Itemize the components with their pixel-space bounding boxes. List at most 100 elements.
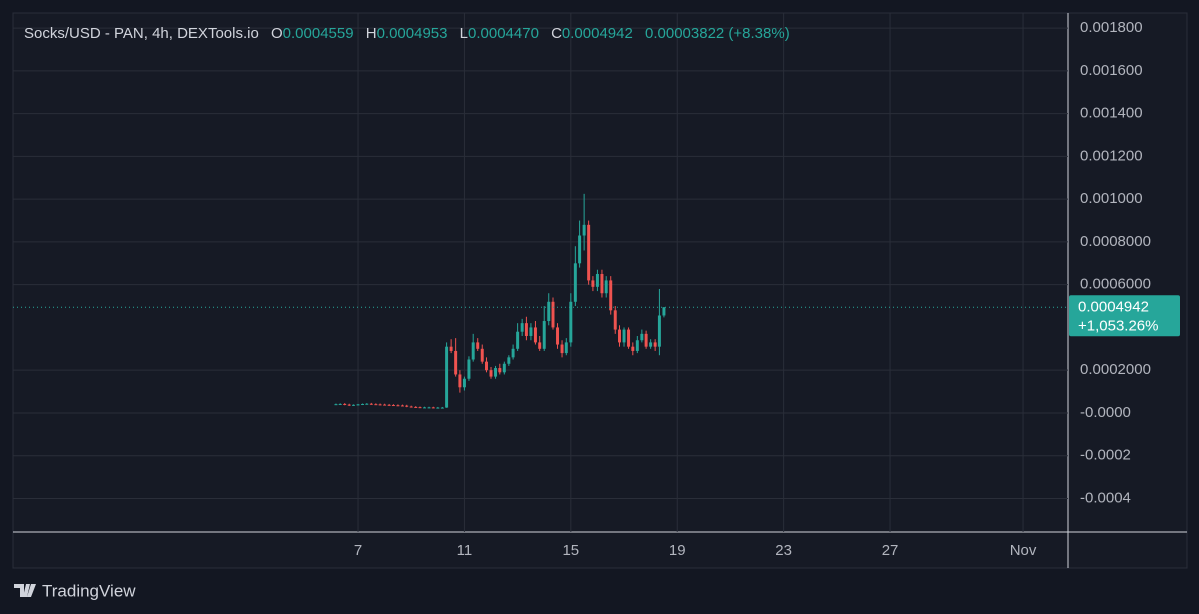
candle-body [436,407,440,409]
candle-body [516,331,520,349]
candle-body [334,404,338,406]
candle-body [467,359,471,379]
candle-body [378,404,382,406]
candle-body [538,342,542,349]
candle-body [587,224,591,281]
close-value: 0.0004942 [562,25,633,42]
candle-body [418,407,422,409]
last-price-badge [1069,295,1180,337]
candle-body [409,406,413,408]
candle-body [440,407,444,409]
candle-body [352,404,355,406]
candles [334,193,666,409]
candle-body [556,327,560,345]
candle-body [498,368,502,373]
candle-body [494,368,498,377]
last-price-label: 0.0004942 [1078,298,1149,315]
candle-body [622,329,626,343]
candle-body [649,342,653,347]
candle-body [635,340,639,351]
candle-body [391,405,395,407]
candle-body [356,404,360,406]
candle-body [582,224,586,236]
candle-body [374,404,378,406]
chart-frame [12,12,1188,569]
candle-body [347,404,351,406]
y-tick-label: 0.0008000 [1080,233,1151,250]
y-tick-label: 0.001400 [1080,105,1143,122]
candle-body [542,321,546,349]
candle-body [547,301,551,322]
y-tick-label: 0.001600 [1080,62,1143,79]
candle-body [564,342,568,354]
candle-body [573,263,577,302]
change-value: 0.00003822 (+8.38%) [645,25,790,42]
candle-body [520,323,524,332]
candle-body [338,403,342,405]
candle-body [600,273,604,294]
candle-body [471,342,475,360]
candle-body [627,329,631,347]
candle-body [613,310,617,330]
candle-body [604,280,608,294]
change-label: +1,053.26% [1078,317,1159,334]
symbol: Socks/USD - PAN, 4h, DEXTools.io [24,25,259,42]
candle-body [462,378,466,388]
legend: Socks/USD - PAN, 4h, DEXTools.io O0.0004… [24,25,790,42]
open-value: 0.0004559 [283,25,354,42]
candle-body [489,370,493,377]
grid [13,13,1068,532]
candle-body [423,407,427,409]
candle-body [458,374,462,388]
candle-body [383,404,387,406]
x-tick-label: 19 [669,542,686,559]
candle-body [511,348,515,358]
close-label: C [551,25,562,42]
candle-body [507,357,511,364]
high-label: H [366,25,377,42]
x-tick-label: 23 [775,542,792,559]
candle-body [560,344,564,354]
candle-body [361,403,365,405]
open-label: O [271,25,283,42]
candle-body [640,333,644,341]
candle-body [657,315,661,347]
candle-body [662,307,666,316]
x-tick-label: Nov [1010,542,1037,559]
candle-body [343,403,347,405]
x-tick-label: 15 [562,542,579,559]
y-tick-label: 0.001000 [1080,190,1143,207]
y-tick-label: 0.001800 [1080,19,1143,36]
candle-body [431,407,435,409]
candle-body [480,348,484,362]
x-tick-label: 27 [882,542,899,559]
candle-body [631,346,635,351]
candle-body [365,403,369,405]
candle-body [569,301,573,343]
candle-body [502,363,506,373]
logo [14,584,36,597]
candle-body [445,346,449,408]
high-value: 0.0004953 [377,25,448,42]
candle-body [454,350,458,375]
candle-body [618,329,621,343]
y-tick-label: -0.0000 [1080,404,1131,421]
candle-body [653,342,657,347]
candle-body [396,405,400,407]
branding[interactable]: TradingView [14,581,136,600]
candle-body [449,346,453,351]
candle-body [533,327,537,343]
candle-body [595,273,599,287]
candle-body [427,407,431,409]
y-tick-label: -0.0004 [1080,489,1131,506]
candle-body [529,327,533,336]
brand-name: TradingView [42,581,136,600]
candle-body [476,342,480,349]
y-tick-label: 0.0002000 [1080,361,1151,378]
candle-body [387,404,391,406]
candle-body [414,406,418,408]
candle-body [369,403,373,405]
candle-body [405,405,409,407]
